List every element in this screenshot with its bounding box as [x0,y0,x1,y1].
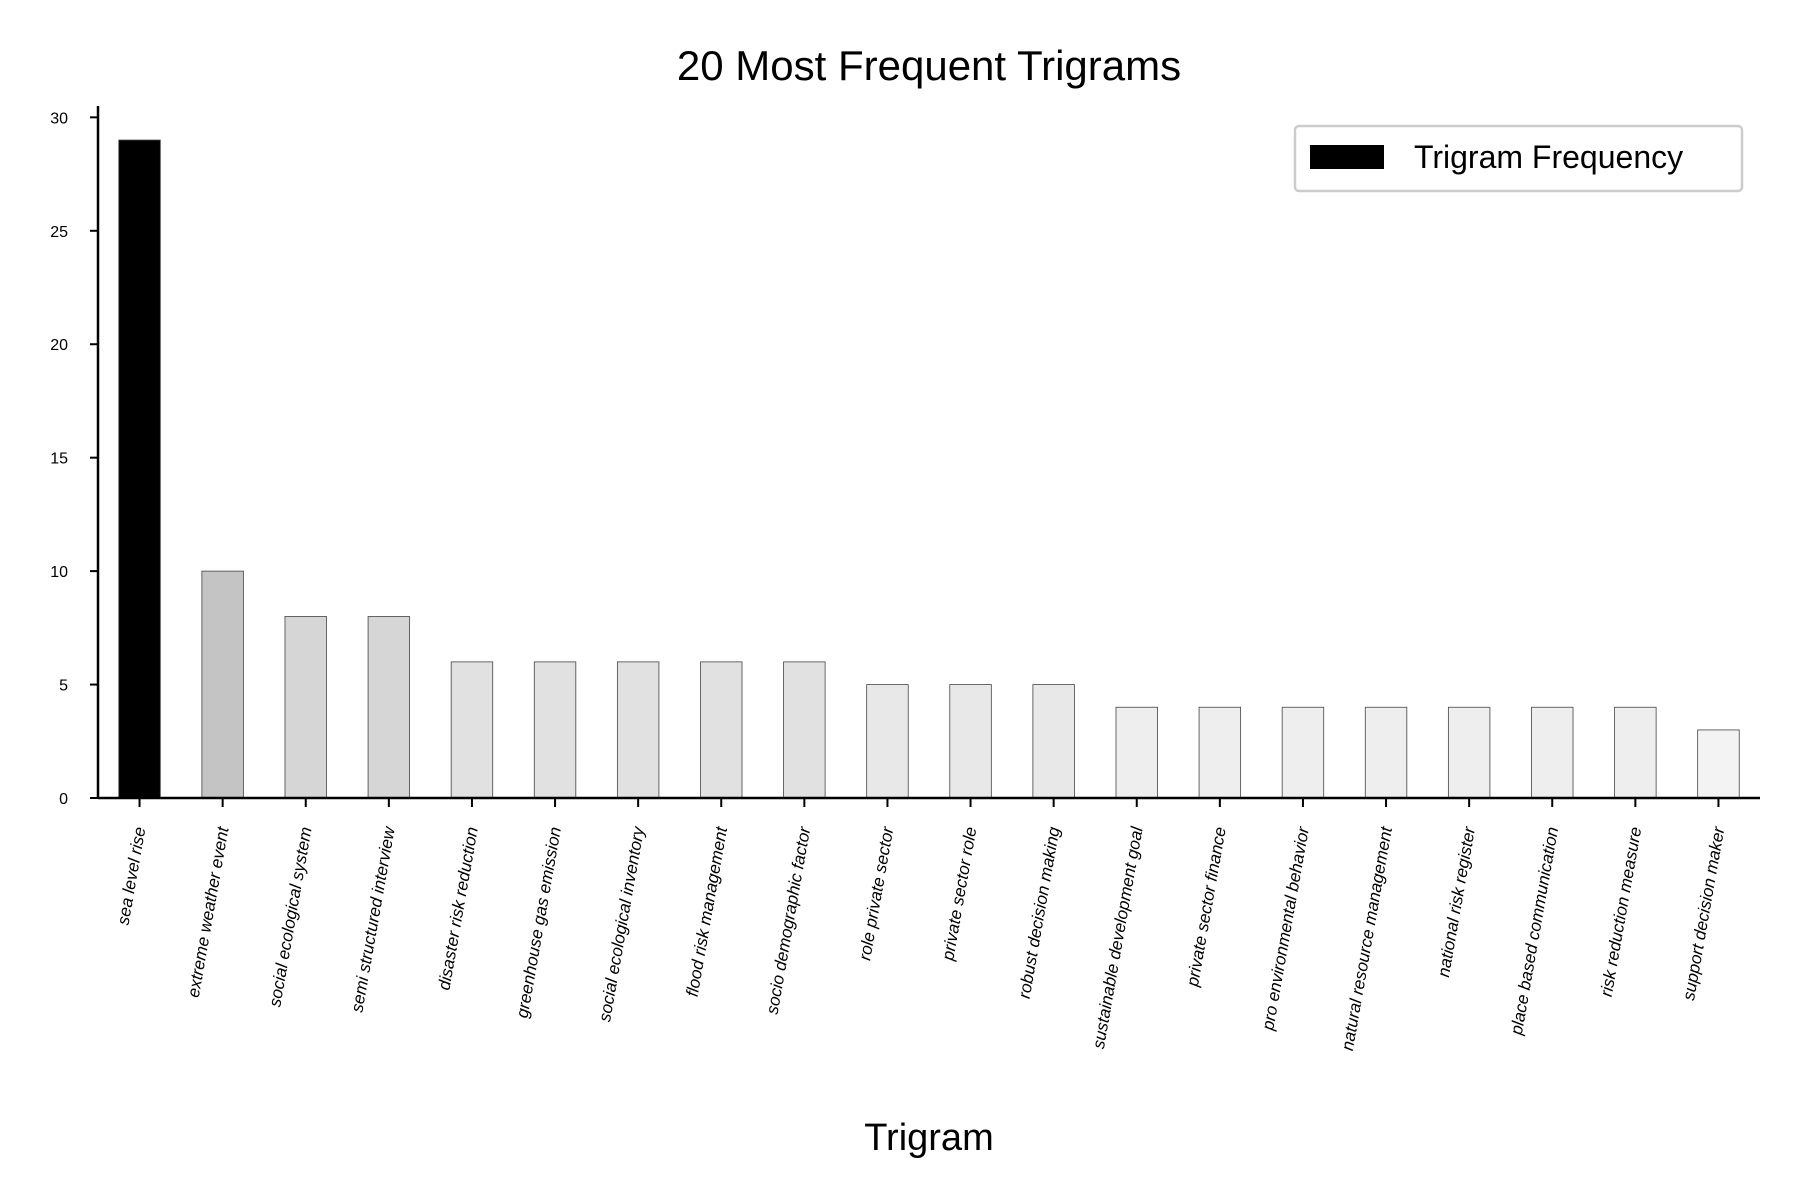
y-axis: 0 5 10 15 20 25 30 [50,106,100,808]
x-axis: sea level rise extreme weather event socia… [98,796,1760,1052]
bars-group [118,139,1740,799]
bar [1032,684,1075,799]
y-tick-label: 20 [50,337,68,354]
bar [783,661,826,799]
y-tick-label: 25 [50,224,68,241]
bar [1198,706,1242,799]
legend-swatch [1310,145,1384,169]
legend: Trigram Frequency [1293,124,1744,193]
x-tick-label: flood risk management [683,824,732,998]
x-tick-label: risk reduction measure [1597,825,1646,998]
bar [1614,706,1657,799]
x-tick-label: support decision maker [1679,824,1728,1002]
x-tick-label: sustainable development goal [1089,824,1147,1050]
x-tick-label: private sector role [938,825,980,962]
y-tick-label: 30 [50,110,68,127]
bar [1281,706,1325,799]
y-tick-label: 10 [50,564,68,581]
x-tick-label: socio demographic factor [763,824,815,1016]
bar [616,661,660,799]
y-tick-label: 15 [50,451,68,468]
x-tick-label: role private sector [855,824,897,962]
bar [1364,706,1408,799]
bar [450,661,494,799]
y-tick-label: 5 [59,678,68,695]
x-tick-label: pro environmental behavior [1258,824,1313,1032]
x-tick-label: social ecological inventory [595,824,648,1023]
x-tick-label: national risk register [1434,824,1479,978]
bar [866,684,909,799]
x-tick-label: disaster risk reduction [434,825,481,991]
x-tick-label: natural resource management [1338,824,1396,1052]
x-tick-label: sea level rise [114,825,150,926]
bar [367,616,411,799]
bar [949,684,992,799]
x-axis-label: Trigram [864,1117,993,1159]
bar [533,661,577,799]
x-tick-label: greenhouse gas emission [513,825,565,1019]
legend-box [1293,124,1744,193]
bar [1115,706,1158,799]
chart-title: 20 Most Frequent Trigrams [677,42,1181,89]
bar [1531,706,1574,799]
bar [118,139,161,799]
bar [284,616,327,799]
x-tick-label: place based communication [1507,825,1562,1037]
x-tick-label: robust decision making [1015,825,1064,1000]
y-tick-label: 0 [59,791,68,808]
x-tick-label: semi structured interview [347,824,399,1014]
x-tick-label: extreme weather event [184,824,233,999]
bar [1697,729,1740,799]
legend-entry-label: Trigram Frequency [1414,139,1683,175]
bar [1447,706,1491,799]
bar [201,570,244,799]
bar [700,661,743,799]
x-tick-label: private sector finance [1183,825,1230,988]
x-tick-label: social ecological system [265,825,315,1008]
